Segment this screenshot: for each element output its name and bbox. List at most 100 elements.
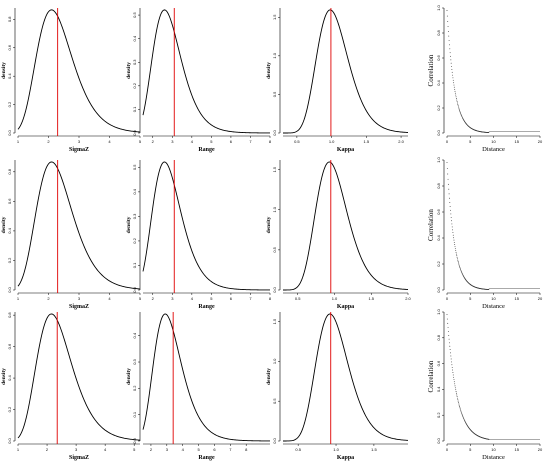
data-point — [458, 264, 460, 266]
data-point — [460, 270, 462, 272]
density-curve — [17, 313, 141, 441]
y-tick-label: 0.2 — [7, 101, 12, 107]
data-point — [452, 369, 454, 371]
y-tick-label: 0.0 — [436, 286, 441, 292]
data-point — [450, 62, 452, 64]
x-tick-label: 1 — [17, 447, 20, 452]
data-point — [450, 358, 452, 360]
y-tick-label: 0.4 — [132, 35, 137, 41]
data-point — [458, 262, 459, 264]
density-curve — [142, 313, 270, 442]
data-point — [451, 220, 452, 222]
x-tick-label: 10 — [491, 447, 496, 452]
data-point — [458, 108, 460, 110]
data-point — [447, 173, 449, 175]
x-axis-title: Range — [198, 304, 215, 310]
x-axis-title: SigmaZ — [69, 147, 89, 153]
panel-1-2: 2 3 4 5 6 7 8 0.0 0.1 0.2 0.3 0.4 0.5 Range density — [126, 8, 272, 153]
data-point — [452, 234, 454, 236]
x-tick-label: 1.0 — [332, 296, 338, 301]
panel-1-3: 0.5 1.0 1.5 2.0 0.0 0.5 1.0 1.5 Kappa density — [266, 8, 409, 153]
data-point — [455, 253, 457, 255]
data-point — [462, 274, 464, 276]
y-tick-label: 0.4 — [7, 73, 12, 79]
y-axis-title: density — [266, 216, 272, 233]
density-curve — [283, 9, 409, 134]
data-point — [451, 366, 453, 368]
y-tick-label: 0.0 — [272, 437, 277, 443]
data-point — [450, 352, 451, 354]
x-tick-label: 4 — [108, 139, 111, 144]
y-tick-label: 0.2 — [436, 104, 441, 110]
data-point — [463, 418, 465, 420]
y-tick-label: 0.5 — [272, 91, 277, 97]
data-point — [449, 349, 451, 351]
data-point — [458, 263, 460, 265]
x-tick-label: 1 — [17, 296, 20, 301]
data-point — [447, 26, 449, 28]
data-point — [456, 99, 458, 101]
y-tick-label: 0.0 — [132, 437, 137, 443]
data-point — [459, 267, 461, 268]
data-point — [446, 318, 448, 320]
x-tick-label: 5 — [197, 447, 200, 452]
panel-3-1: 1 2 3 4 5 0.0 0.2 0.4 0.6 0.8 SigmaZ density — [1, 312, 141, 461]
panel-3-4: 0 5 10 15 20 0.0 0.2 0.4 0.6 0.8 1.0 Distance Correl… — [427, 308, 543, 461]
data-point — [461, 272, 463, 274]
data-point — [457, 258, 458, 260]
y-tick-label: 1.0 — [436, 156, 441, 162]
y-tick-label: 0.3 — [132, 358, 137, 364]
panel-2-4: 0 5 10 15 20 0.0 0.2 0.4 0.6 0.8 1.0 Distance Correl… — [427, 156, 543, 310]
y-tick-label: 0.0 — [7, 437, 12, 443]
data-point — [459, 265, 461, 267]
x-tick-label: 2.0 — [398, 139, 404, 144]
data-point — [449, 48, 451, 50]
data-point — [446, 10, 448, 11]
y-tick-label: 0.8 — [7, 16, 12, 22]
x-tick-label: 3 — [78, 296, 81, 301]
x-axis-title: Kappa — [337, 147, 354, 153]
panel-3-2: 2 3 4 5 6 7 8 0.0 0.1 0.2 0.3 0.4 Range density — [126, 312, 270, 461]
data-point — [460, 114, 462, 116]
x-tick-label: 6 — [213, 447, 216, 452]
data-point — [461, 271, 463, 273]
x-tick-label: 0.5 — [294, 139, 300, 144]
x-tick-label: 1.0 — [333, 447, 339, 452]
data-point — [456, 101, 458, 102]
data-point — [456, 396, 458, 398]
data-point — [453, 241, 455, 243]
x-tick-label: 3 — [166, 447, 169, 452]
data-point — [450, 59, 452, 61]
data-point — [446, 162, 448, 164]
y-axis-title: density — [1, 62, 7, 79]
data-point — [450, 216, 452, 218]
y-tick-label: 1.5 — [272, 166, 277, 172]
x-axis-title: Distance — [482, 146, 505, 153]
x-tick-label: 5 — [210, 296, 213, 301]
y-tick-label: 0.8 — [436, 182, 441, 188]
data-point — [454, 88, 456, 90]
x-tick-label: 4 — [108, 296, 111, 301]
data-point — [459, 407, 461, 409]
y-tick-label: 0.0 — [132, 129, 137, 135]
y-tick-label: 0.3 — [132, 213, 137, 219]
data-point — [448, 193, 450, 195]
y-axis-title: density — [1, 216, 7, 233]
data-point — [448, 197, 450, 199]
y-tick-label: 0.2 — [132, 237, 137, 243]
data-point — [452, 77, 454, 79]
y-tick-label: 0.4 — [7, 375, 12, 381]
data-point — [455, 391, 457, 392]
data-point — [460, 112, 462, 114]
data-point — [460, 411, 462, 413]
y-tick-label: 0.0 — [132, 286, 137, 292]
x-tick-label: 1.5 — [371, 447, 377, 452]
x-tick-label: 2 — [152, 296, 155, 301]
data-point — [453, 381, 455, 383]
data-point — [454, 248, 456, 250]
data-point — [458, 404, 460, 406]
x-tick-label: 4 — [182, 447, 185, 452]
x-tick-label: 2 — [152, 139, 155, 144]
